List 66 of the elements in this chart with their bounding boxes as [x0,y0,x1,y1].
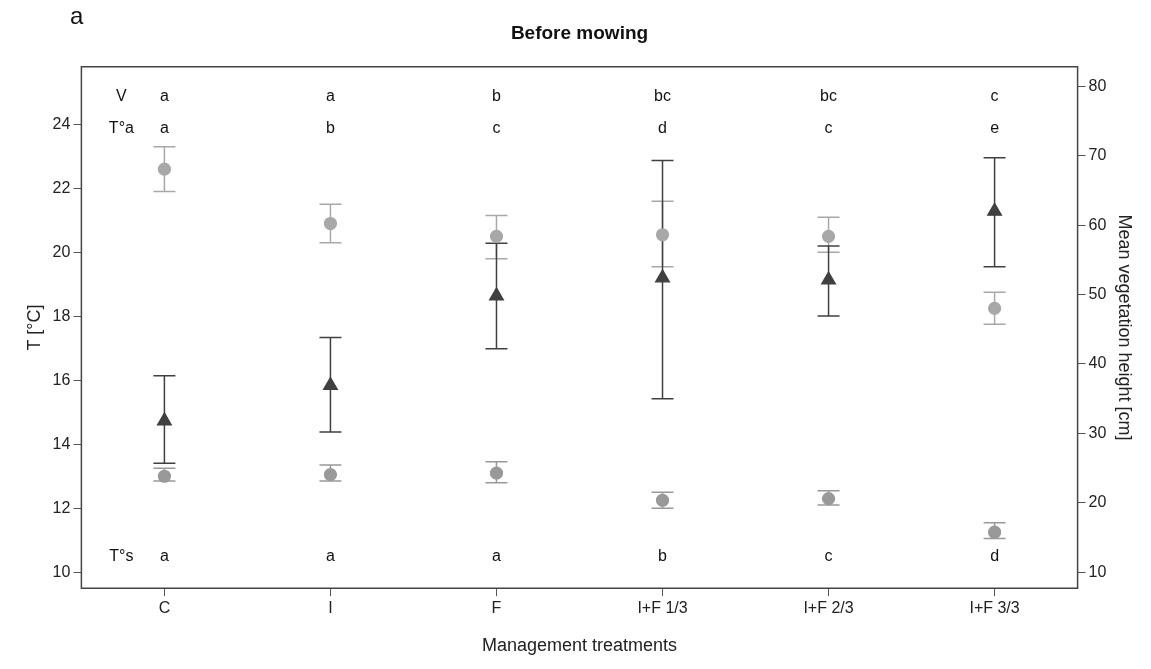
point [322,376,338,391]
y-tick-label: 14 [52,434,71,452]
x-axis-title: Management treatments [481,635,678,656]
y2-tick-label: 50 [1088,284,1107,302]
annotation: a [159,87,169,105]
point [655,493,670,507]
annotation: T°a [108,119,135,137]
x-tick-label: I+F 3/3 [969,599,1020,617]
point [489,466,504,480]
y-tick-label: 16 [52,370,71,388]
annotation: e [990,119,1000,137]
y-tick-label: 18 [52,306,71,324]
annotation: c [824,119,833,137]
annotation: d [658,119,667,137]
y2-tick-label: 40 [1088,354,1107,372]
y-tick-label: 10 [52,562,71,580]
point [821,271,837,285]
x-tick-label: C [158,599,171,617]
annotation: a [492,546,502,564]
point [821,492,836,506]
y2-tick-label: 20 [1088,493,1107,511]
point [323,468,338,482]
point [987,525,1002,539]
x-tick-label: I [328,599,333,617]
y-tick-label: 22 [52,178,71,196]
y-axis-title: T [°C] [23,304,44,351]
annotation: a [326,87,335,105]
y-tick-label: 20 [52,242,71,260]
annotation: c [990,87,999,105]
annotation: V [116,87,128,105]
annotation: a [326,546,335,564]
annotation: a [159,546,169,564]
y2-tick-label: 80 [1088,76,1107,94]
point [655,228,670,242]
chart-title: Before mowing [510,21,649,43]
point [157,469,172,483]
y-tick-label: 24 [52,114,71,132]
point [488,287,505,301]
annotation: b [326,119,335,137]
y2-axis-title: Mean vegetation height [cm] [1115,214,1136,441]
annotation: bc [654,87,671,105]
point [821,229,836,243]
annotation: d [990,546,1000,564]
point [489,229,504,243]
point [987,301,1002,315]
annotation: b [492,87,502,105]
annotation: c [824,546,833,564]
point [156,412,172,426]
point [157,162,172,176]
point [654,269,671,283]
annotation: a [159,119,169,137]
x-tick-label: F [491,599,502,617]
y2-tick-label: 10 [1088,562,1107,580]
annotation: T°s [109,546,134,564]
annotation: b [658,546,668,564]
point [323,216,338,231]
y2-tick-label: 70 [1088,146,1107,164]
x-tick-label: I+F 1/3 [637,599,688,617]
annotation: c [492,119,501,137]
point [987,202,1003,216]
y2-tick-label: 30 [1088,423,1107,441]
y2-tick-label: 60 [1088,215,1107,233]
annotation: bc [820,87,837,105]
x-tick-label: I+F 2/3 [803,599,854,617]
text: a [70,2,84,30]
y-tick-label: 12 [52,498,71,516]
